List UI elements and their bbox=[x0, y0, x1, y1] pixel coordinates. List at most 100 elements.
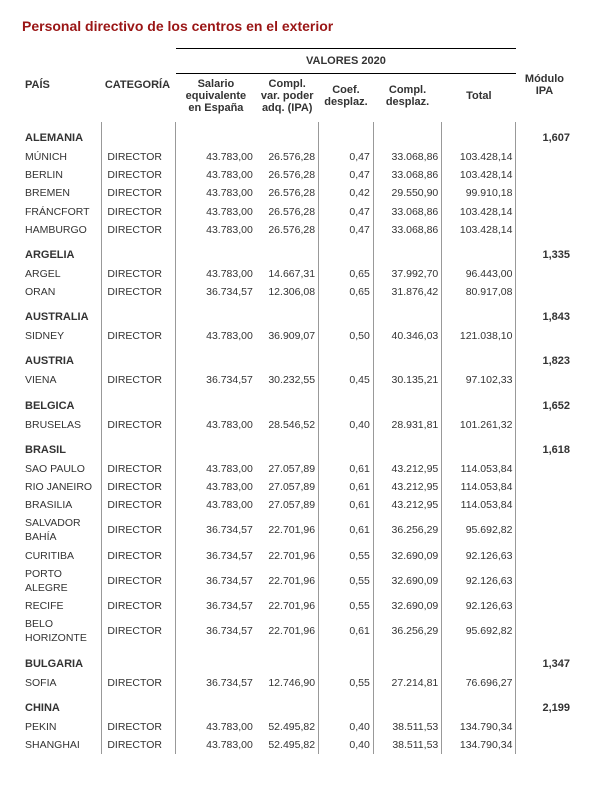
cell bbox=[442, 345, 516, 371]
coef: 0,40 bbox=[319, 736, 374, 754]
cell bbox=[176, 301, 256, 327]
total: 114.053,84 bbox=[442, 496, 516, 514]
total: 76.696,27 bbox=[442, 674, 516, 692]
city-name: PEKIN bbox=[22, 718, 102, 736]
salary: 43.783,00 bbox=[176, 736, 256, 754]
category: DIRECTOR bbox=[102, 416, 176, 434]
category: DIRECTOR bbox=[102, 460, 176, 478]
compl-var: 12.746,90 bbox=[256, 674, 319, 692]
cell bbox=[442, 692, 516, 718]
city-name: BRASILIA bbox=[22, 496, 102, 514]
country-name: ARGELIA bbox=[22, 239, 102, 265]
coef: 0,47 bbox=[319, 221, 374, 239]
salary-table: PAÍS CATEGORÍA VALORES 2020 Módulo IPA S… bbox=[22, 48, 573, 754]
category: DIRECTOR bbox=[102, 283, 176, 301]
cell bbox=[373, 122, 441, 148]
total: 92.126,63 bbox=[442, 597, 516, 615]
header-compl-var: Compl. var. poder adq. (IPA) bbox=[256, 74, 319, 123]
compl-var: 27.057,89 bbox=[256, 478, 319, 496]
total: 97.102,33 bbox=[442, 371, 516, 389]
compl-desp: 28.931,81 bbox=[373, 416, 441, 434]
cell bbox=[176, 390, 256, 416]
cell bbox=[516, 371, 573, 389]
city-name: SHANGHAI bbox=[22, 736, 102, 754]
salary: 36.734,57 bbox=[176, 547, 256, 565]
compl-var: 22.701,96 bbox=[256, 547, 319, 565]
header-coef: Coef. desplaz. bbox=[319, 74, 374, 123]
country-ipa: 1,347 bbox=[516, 648, 573, 674]
category: DIRECTOR bbox=[102, 221, 176, 239]
cell bbox=[256, 434, 319, 460]
cell bbox=[256, 301, 319, 327]
total: 96.443,00 bbox=[442, 265, 516, 283]
cell bbox=[256, 345, 319, 371]
page-title: Personal directivo de los centros en el … bbox=[22, 18, 573, 34]
coef: 0,45 bbox=[319, 371, 374, 389]
cell bbox=[516, 736, 573, 754]
category: DIRECTOR bbox=[102, 184, 176, 202]
cell bbox=[442, 434, 516, 460]
city-name: VIENA bbox=[22, 371, 102, 389]
total: 134.790,34 bbox=[442, 718, 516, 736]
compl-var: 27.057,89 bbox=[256, 496, 319, 514]
cell bbox=[256, 122, 319, 148]
cell bbox=[516, 478, 573, 496]
cell bbox=[516, 597, 573, 615]
compl-desp: 40.346,03 bbox=[373, 327, 441, 345]
salary: 43.783,00 bbox=[176, 265, 256, 283]
city-name: PORTO ALEGRE bbox=[22, 565, 102, 597]
category: DIRECTOR bbox=[102, 148, 176, 166]
cell bbox=[516, 327, 573, 345]
compl-var: 22.701,96 bbox=[256, 615, 319, 647]
compl-desp: 32.690,09 bbox=[373, 547, 441, 565]
header-salario: Salario equivalente en España bbox=[176, 74, 256, 123]
cell bbox=[373, 692, 441, 718]
cell bbox=[319, 301, 374, 327]
coef: 0,40 bbox=[319, 718, 374, 736]
cell bbox=[373, 648, 441, 674]
city-name: BERLIN bbox=[22, 166, 102, 184]
salary: 43.783,00 bbox=[176, 203, 256, 221]
cell bbox=[516, 460, 573, 478]
country-ipa: 1,607 bbox=[516, 122, 573, 148]
compl-var: 26.576,28 bbox=[256, 148, 319, 166]
category: DIRECTOR bbox=[102, 166, 176, 184]
coef: 0,47 bbox=[319, 166, 374, 184]
cell bbox=[102, 390, 176, 416]
country-ipa: 1,335 bbox=[516, 239, 573, 265]
cell bbox=[256, 692, 319, 718]
cell bbox=[176, 345, 256, 371]
cell bbox=[516, 265, 573, 283]
coef: 0,40 bbox=[319, 416, 374, 434]
total: 134.790,34 bbox=[442, 736, 516, 754]
salary: 43.783,00 bbox=[176, 166, 256, 184]
category: DIRECTOR bbox=[102, 674, 176, 692]
cell bbox=[516, 718, 573, 736]
compl-desp: 43.212,95 bbox=[373, 460, 441, 478]
compl-desp: 33.068,86 bbox=[373, 203, 441, 221]
compl-var: 22.701,96 bbox=[256, 514, 319, 546]
compl-desp: 43.212,95 bbox=[373, 496, 441, 514]
cell bbox=[442, 390, 516, 416]
compl-desp: 32.690,09 bbox=[373, 565, 441, 597]
compl-var: 30.232,55 bbox=[256, 371, 319, 389]
coef: 0,55 bbox=[319, 597, 374, 615]
city-name: SOFIA bbox=[22, 674, 102, 692]
compl-var: 52.495,82 bbox=[256, 718, 319, 736]
category: DIRECTOR bbox=[102, 565, 176, 597]
coef: 0,61 bbox=[319, 460, 374, 478]
country-name: BELGICA bbox=[22, 390, 102, 416]
salary: 43.783,00 bbox=[176, 148, 256, 166]
category: DIRECTOR bbox=[102, 371, 176, 389]
country-ipa: 1,823 bbox=[516, 345, 573, 371]
cell bbox=[373, 434, 441, 460]
compl-var: 52.495,82 bbox=[256, 736, 319, 754]
category: DIRECTOR bbox=[102, 736, 176, 754]
cell bbox=[102, 345, 176, 371]
salary: 43.783,00 bbox=[176, 327, 256, 345]
coef: 0,47 bbox=[319, 148, 374, 166]
total: 92.126,63 bbox=[442, 547, 516, 565]
cell bbox=[516, 148, 573, 166]
category: DIRECTOR bbox=[102, 597, 176, 615]
cell bbox=[102, 692, 176, 718]
